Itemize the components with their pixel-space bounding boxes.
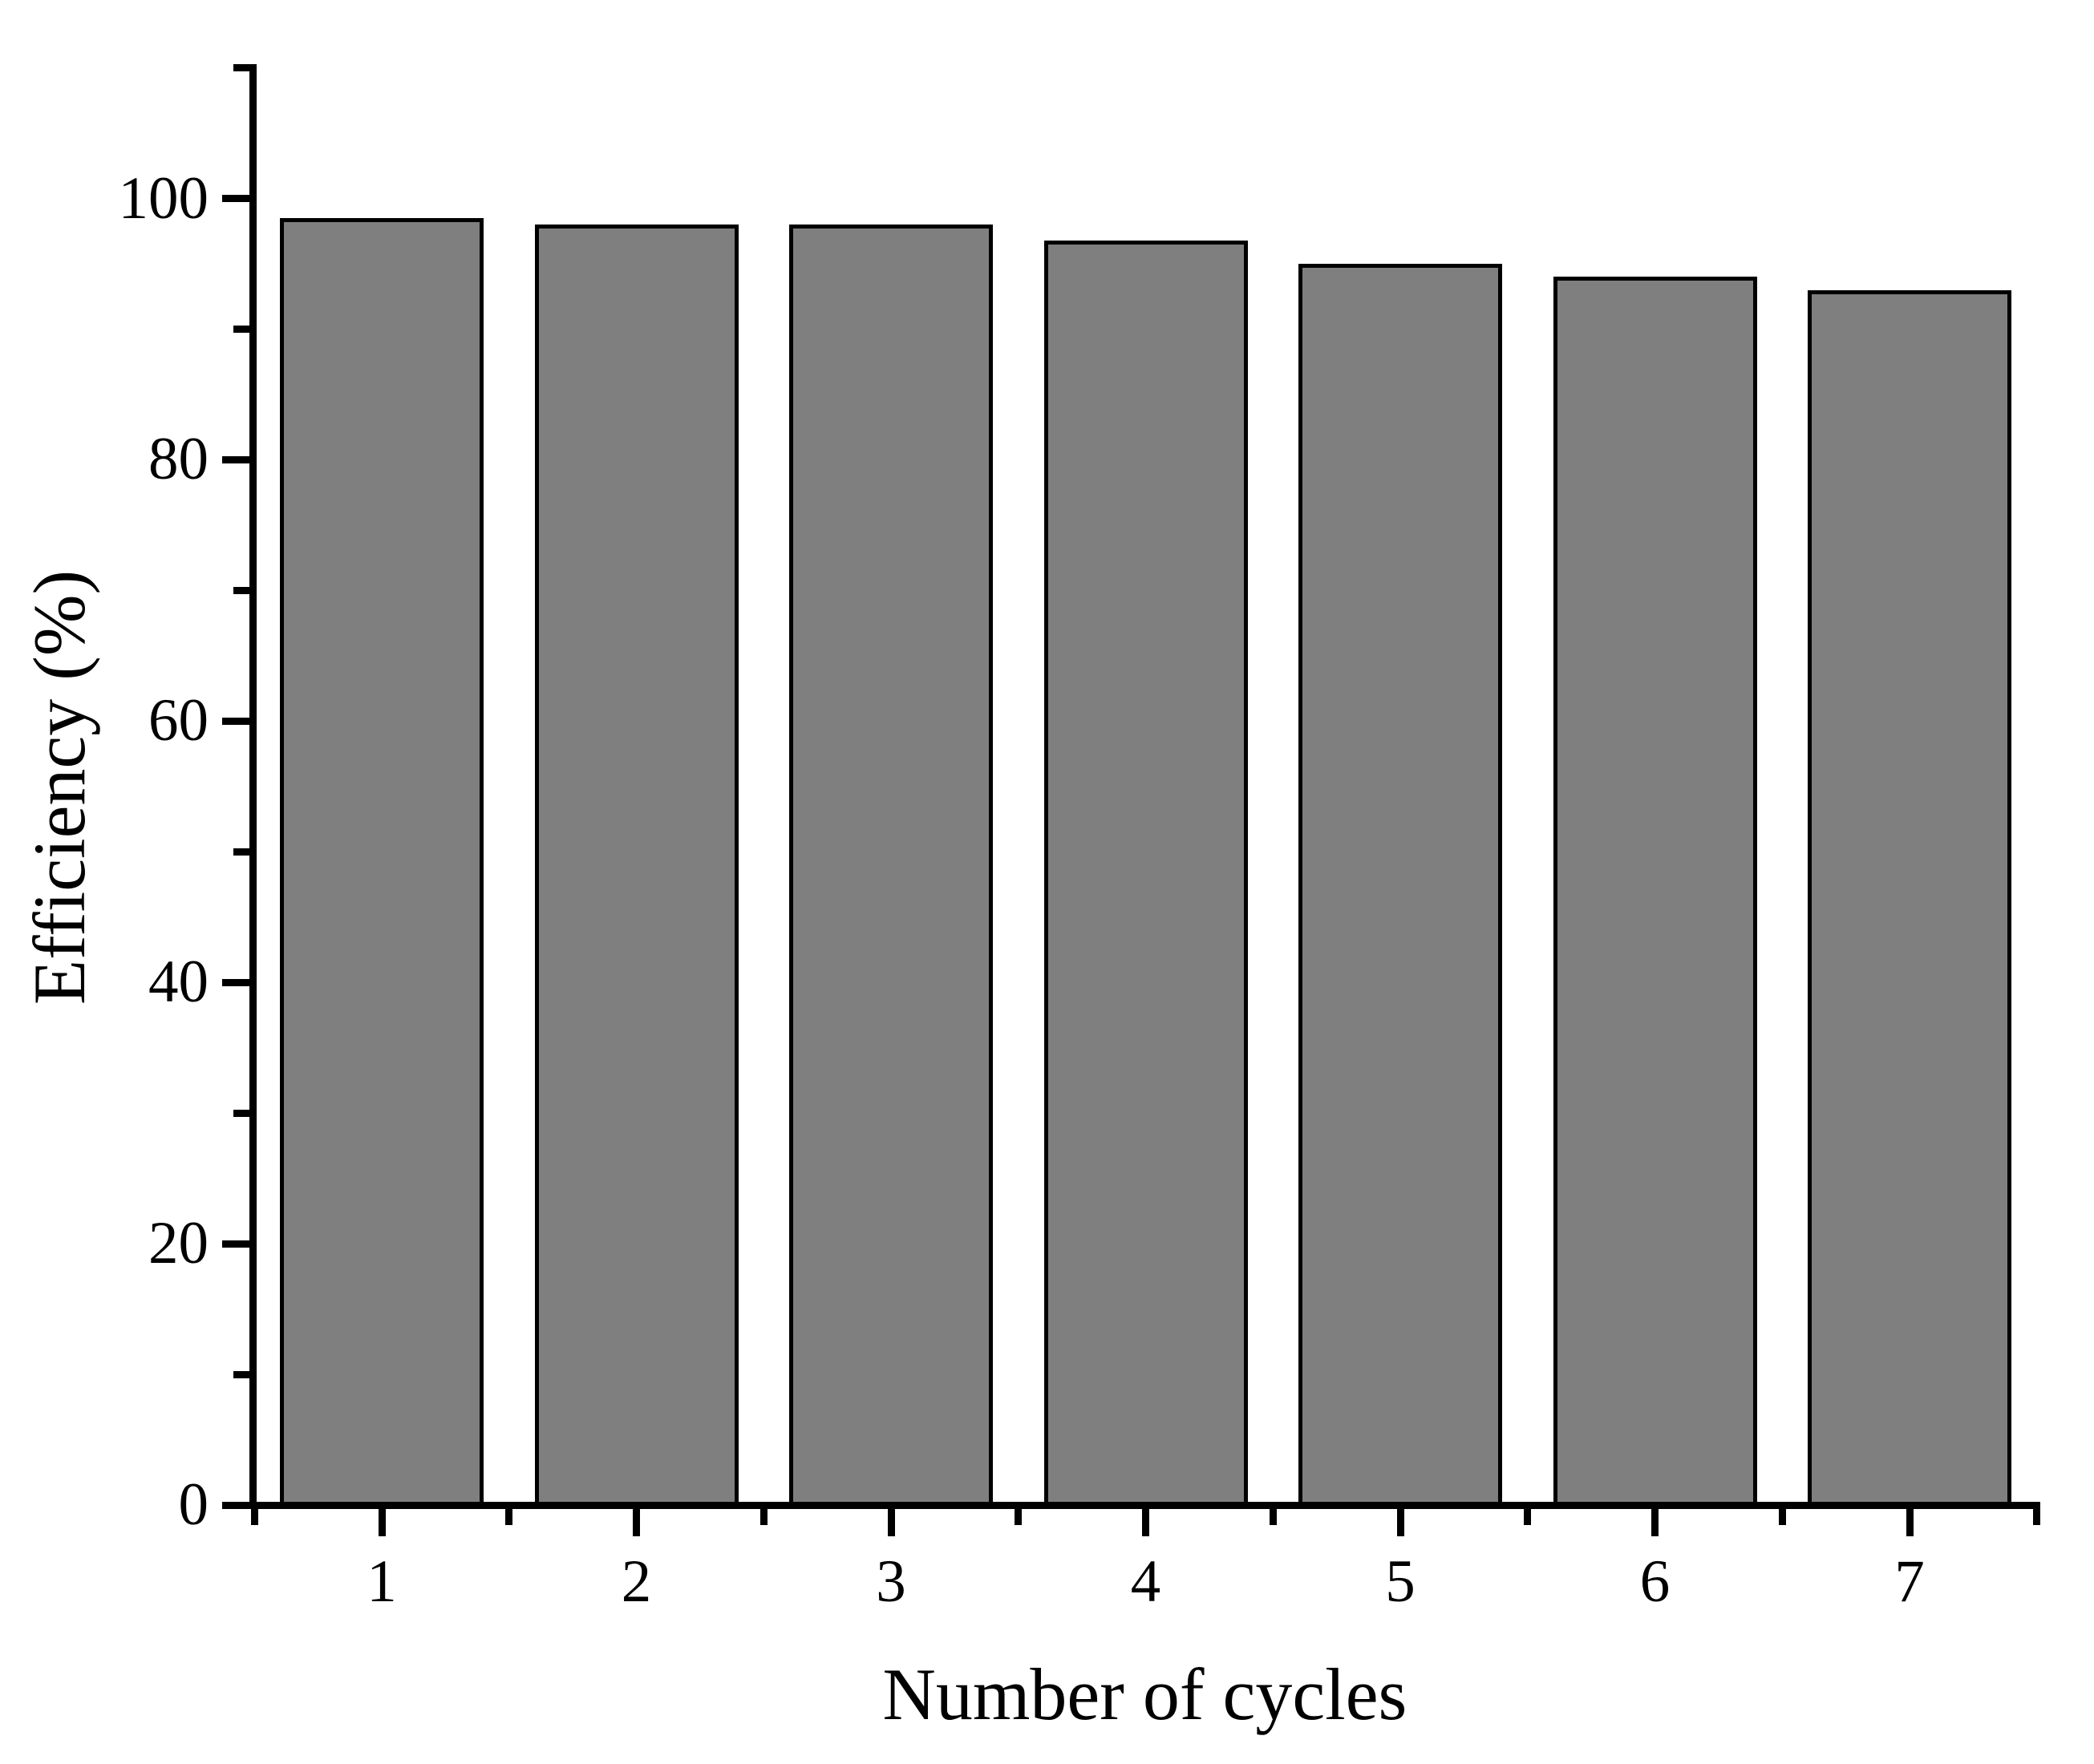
y-major-tick [221,1240,249,1248]
x-major-tick [1396,1508,1404,1536]
y-major-tick [221,195,249,202]
x-axis-line [249,1501,2041,1509]
y-tick-label: 80 [148,426,209,493]
y-minor-tick [233,586,249,594]
y-tick-label: 100 [118,164,209,232]
x-minor-tick [1778,1508,1786,1525]
x-tick-label: 3 [876,1548,906,1615]
y-tick-label: 40 [148,949,209,1016]
bar-cycle-6 [1553,277,1757,1505]
x-minor-tick [759,1508,768,1525]
x-axis-title: Number of cycles [882,1653,1407,1735]
x-minor-tick [1269,1508,1277,1525]
x-major-tick [1906,1508,1914,1536]
x-tick-label: 7 [1894,1548,1925,1615]
y-minor-tick [233,325,249,333]
x-minor-tick [1524,1508,1532,1525]
y-tick-label: 0 [178,1471,209,1538]
x-major-tick [378,1508,386,1536]
x-minor-tick [505,1508,513,1525]
x-major-tick [1651,1508,1659,1536]
x-tick-label: 1 [367,1548,397,1615]
x-minor-tick [2033,1508,2041,1525]
bar-cycle-1 [280,217,484,1505]
bar-cycle-3 [789,225,993,1505]
y-minor-tick [233,64,249,72]
bar-cycle-4 [1043,240,1248,1505]
x-minor-tick [250,1508,258,1525]
bar-cycle-2 [534,225,739,1505]
y-axis-title: Efficiency (%) [18,569,100,1005]
bar-cycle-5 [1298,263,1502,1505]
x-tick-label: 6 [1639,1548,1671,1615]
y-major-tick [221,978,249,986]
y-tick-label: 60 [148,687,209,755]
y-minor-tick [233,1109,249,1117]
y-major-tick [221,1501,249,1509]
x-tick-label: 5 [1385,1548,1416,1615]
y-minor-tick [233,848,249,856]
y-axis-line [249,64,257,1509]
x-major-tick [633,1508,640,1536]
y-major-tick [221,717,249,725]
x-minor-tick [1015,1508,1023,1525]
x-tick-label: 2 [621,1548,652,1615]
x-major-tick [1142,1508,1149,1536]
bar-cycle-7 [1808,289,2011,1505]
y-tick-label: 20 [148,1210,209,1277]
x-major-tick [887,1508,895,1536]
y-minor-tick [233,1370,249,1378]
y-major-tick [221,455,249,463]
x-tick-label: 4 [1130,1548,1161,1615]
